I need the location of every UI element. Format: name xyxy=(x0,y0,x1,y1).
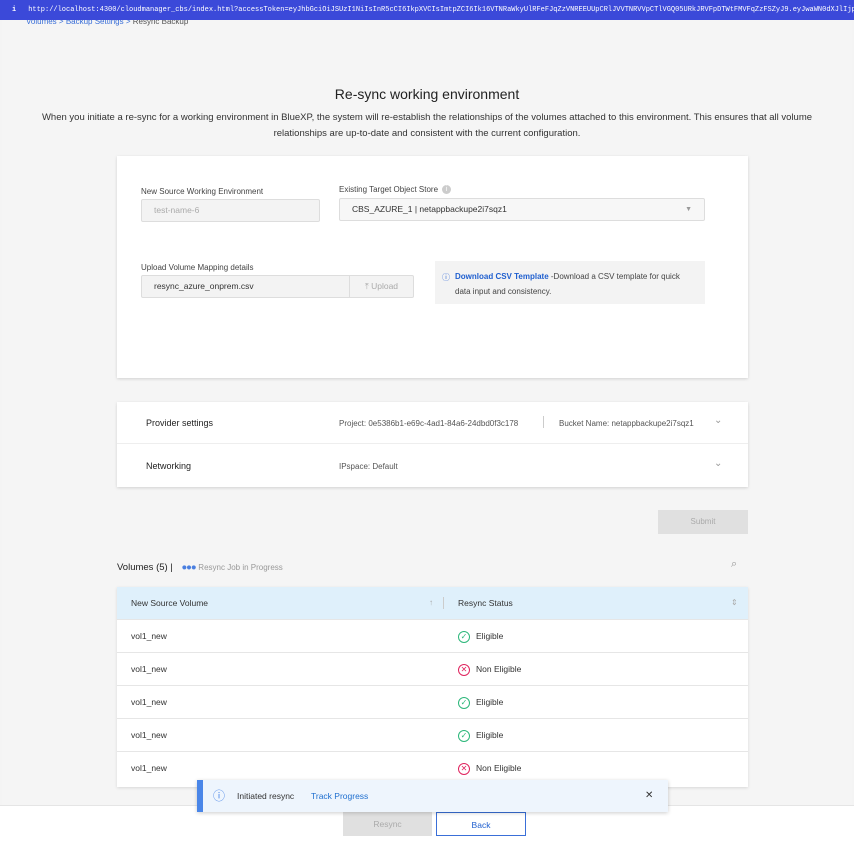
breadcrumb-current: Resync Backup xyxy=(132,17,189,26)
target-label: Existing Target Object Store i xyxy=(339,185,452,195)
source-volume-name: vol1_new xyxy=(131,697,167,707)
page-title: Re-sync working environment xyxy=(334,86,520,102)
x-circle-icon: ✕ xyxy=(458,663,470,676)
provider-settings-section[interactable]: Provider settings Project: 0e5386b1-e69c… xyxy=(117,402,748,444)
resync-status: ✓ Eligible xyxy=(458,719,503,752)
chevron-down-icon[interactable]: ⌄ xyxy=(714,458,723,469)
check-circle-icon: ✓ xyxy=(458,696,470,709)
sort-icon[interactable]: ⇕ xyxy=(731,598,738,607)
source-volume-name: vol1_new xyxy=(131,763,167,773)
resync-status-text: Non Eligible xyxy=(476,763,522,773)
submit-button[interactable]: Submit xyxy=(658,510,748,534)
volumes-header: Volumes (5) | ●●● Resync Job in Progress xyxy=(117,562,283,573)
column-header-source-volume[interactable]: New Source Volume xyxy=(131,598,209,608)
breadcrumb: Volumes > Backup Settings > Resync Backu… xyxy=(26,17,189,26)
back-button[interactable]: Back xyxy=(436,812,526,836)
provider-bucket: Bucket Name: netappbackupe2i7sqz1 xyxy=(559,419,694,428)
url-bar: i http://localhost:4300/cloudmanager_cbs/… xyxy=(0,0,854,20)
upload-button[interactable]: ⤒ Upload xyxy=(349,276,413,297)
table-row: vol1_new ✓ Eligible xyxy=(117,685,748,718)
resync-status-text: Eligible xyxy=(476,697,504,707)
table-row: vol1_new ✕ Non Eligible xyxy=(117,751,748,784)
download-csv-template-link[interactable]: Download CSV Template xyxy=(455,272,549,281)
table-header: New Source Volume ↑ Resync Status ⇕ xyxy=(117,587,748,619)
resync-status: ✕ Non Eligible xyxy=(458,752,521,785)
info-icon: ⓘ xyxy=(442,273,450,282)
resync-status: ✓ Eligible xyxy=(458,686,503,719)
page-description: When you initiate a re-sync for a workin… xyxy=(41,112,813,139)
check-circle-icon: ✓ xyxy=(458,729,470,742)
close-icon[interactable]: ✕ xyxy=(645,790,654,801)
search-icon[interactable]: ⌕ xyxy=(731,558,738,570)
resync-status: ✕ Non Eligible xyxy=(458,653,521,686)
divider xyxy=(443,597,444,609)
resync-form-card: New Source Working Environment test-name… xyxy=(117,156,748,378)
source-volume-name: vol1_new xyxy=(131,631,167,641)
provider-settings-label: Provider settings xyxy=(146,418,214,428)
toast-notification: ⓘ Initiated resync Track Progress ✕ xyxy=(197,780,668,812)
breadcrumb-volumes[interactable]: Volumes xyxy=(26,17,57,26)
csv-template-info: ⓘ Download CSV Template -Download a CSV … xyxy=(435,261,705,304)
settings-card: Provider settings Project: 0e5386b1-e69c… xyxy=(117,402,748,487)
x-circle-icon: ✕ xyxy=(458,762,470,775)
networking-section[interactable]: Networking IPspace: Default ⌄ xyxy=(117,445,748,487)
column-header-resync-status[interactable]: Resync Status xyxy=(458,598,513,608)
target-value: CBS_AZURE_1 | netappbackupe2i7sqz1 xyxy=(352,204,507,214)
caret-down-icon: ▼ xyxy=(685,206,692,213)
toast-text: Initiated resync xyxy=(237,791,295,801)
table-row: vol1_new ✓ Eligible xyxy=(117,718,748,751)
target-object-store-select[interactable]: CBS_AZURE_1 | netappbackupe2i7sqz1 ▼ xyxy=(339,198,705,221)
breadcrumb-backup-settings[interactable]: Backup Settings xyxy=(65,17,124,26)
resync-job-status: Resync Job in Progress xyxy=(198,563,283,572)
source-label: New Source Working Environment xyxy=(141,187,264,196)
upload-button-label: Upload xyxy=(371,281,399,291)
track-progress-link[interactable]: Track Progress xyxy=(311,791,369,801)
resync-button[interactable]: Resync xyxy=(343,812,432,836)
provider-project: Project: 0e5386b1-e69c-4ad1-84a6-24dbd0f… xyxy=(339,419,519,428)
url-text: http://localhost:4300/cloudmanager_cbs/i… xyxy=(28,6,854,14)
loading-dots-icon: ●●● xyxy=(181,562,196,573)
chevron-down-icon[interactable]: ⌄ xyxy=(714,415,723,426)
resync-status-text: Eligible xyxy=(476,631,504,641)
sort-asc-icon[interactable]: ↑ xyxy=(429,598,433,607)
csv-template-description: -Download a CSV template for quick data … xyxy=(455,272,680,296)
upload-file-field[interactable]: resync_azure_onprem.csv ⤒ Upload xyxy=(141,275,414,298)
networking-label: Networking xyxy=(146,461,192,471)
upload-file-name: resync_azure_onprem.csv xyxy=(154,281,254,291)
upload-icon: ⤒ xyxy=(364,281,369,291)
info-icon: i xyxy=(12,6,17,14)
source-working-environment-input[interactable]: test-name-6 xyxy=(141,199,320,222)
resync-status: ✓ Eligible xyxy=(458,620,503,653)
table-row: vol1_new ✕ Non Eligible xyxy=(117,652,748,685)
info-icon: ⓘ xyxy=(213,789,226,803)
source-volume-name: vol1_new xyxy=(131,664,167,674)
resync-status-text: Non Eligible xyxy=(476,664,522,674)
info-icon[interactable]: i xyxy=(442,185,452,195)
volumes-table: New Source Volume ↑ Resync Status ⇕ vol1… xyxy=(117,587,748,787)
table-row: vol1_new ✓ Eligible xyxy=(117,619,748,652)
target-label-text: Existing Target Object Store xyxy=(339,185,439,194)
check-circle-icon: ✓ xyxy=(458,630,470,643)
upload-label: Upload Volume Mapping details xyxy=(141,263,254,272)
volumes-title: Volumes (5) | xyxy=(117,562,173,573)
divider xyxy=(543,416,544,428)
source-volume-name: vol1_new xyxy=(131,730,167,740)
networking-ipspace: IPspace: Default xyxy=(339,462,398,471)
resync-status-text: Eligible xyxy=(476,730,504,740)
